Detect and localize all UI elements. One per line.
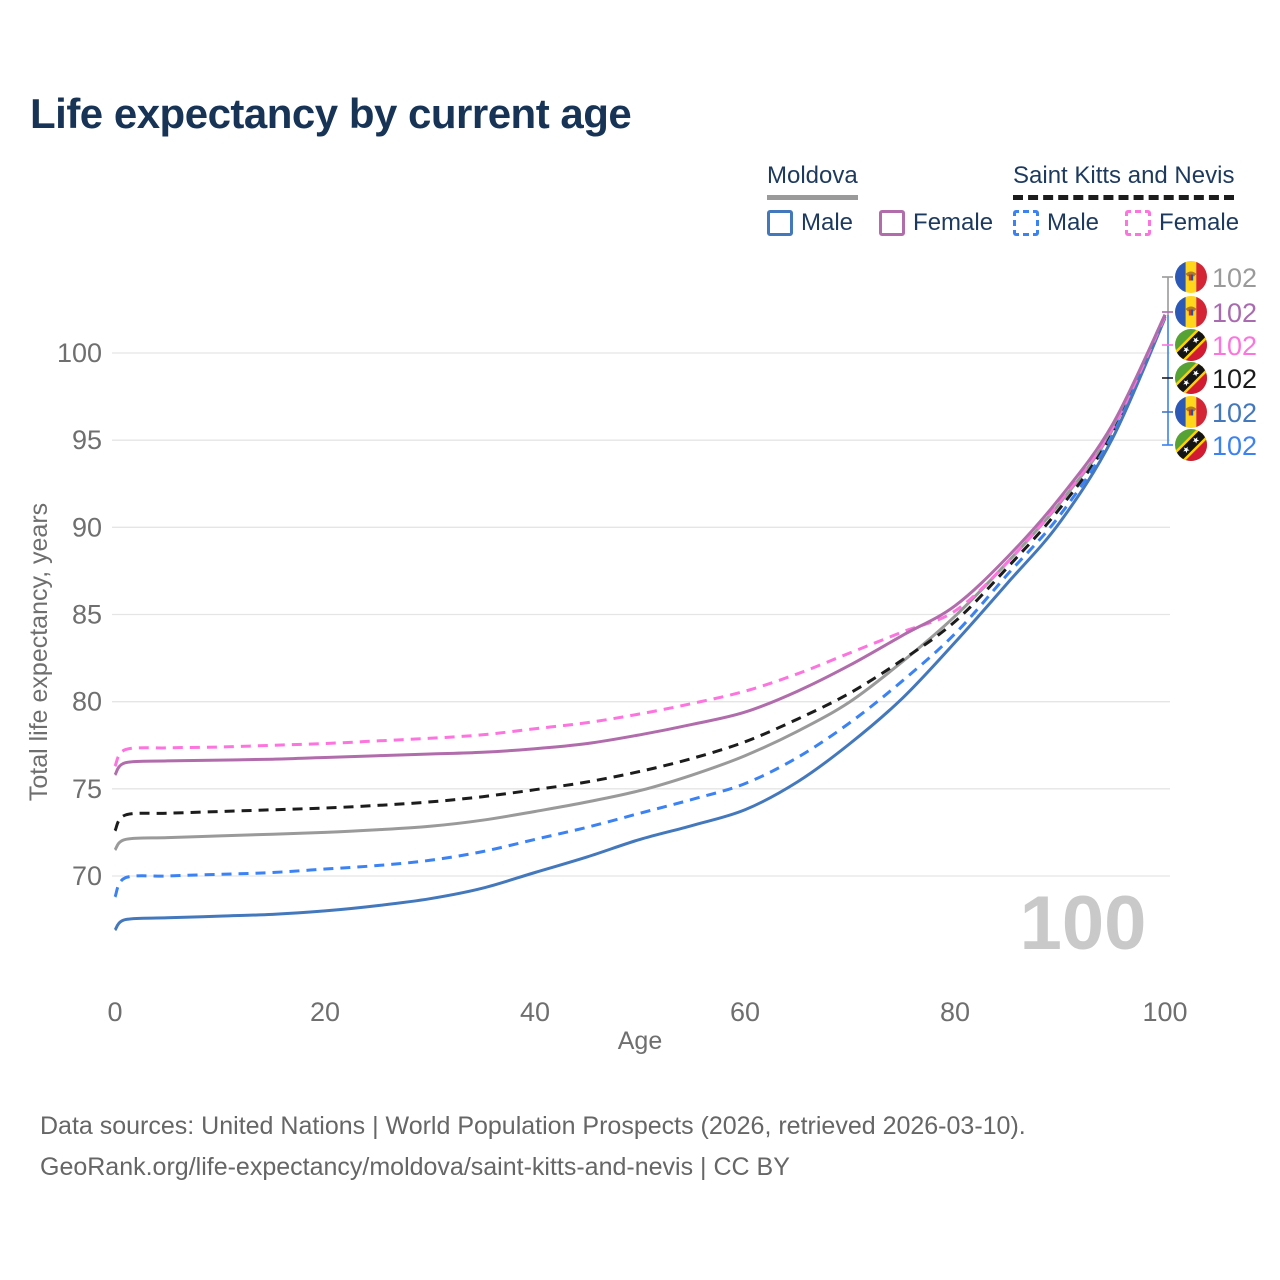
series-line-saint-kitts-male[interactable] — [113, 315, 1167, 898]
end-label-value: 102 — [1212, 398, 1257, 428]
x-tick-label: 0 — [107, 997, 122, 1027]
x-tick-label: 80 — [940, 997, 970, 1027]
y-tick-label: 75 — [72, 774, 102, 804]
y-tick-label: 70 — [72, 861, 102, 891]
legend-country-toggle[interactable]: Moldova — [767, 162, 858, 200]
checkbox-icon[interactable] — [879, 210, 906, 236]
end-label-value: 102 — [1212, 364, 1257, 394]
series-line-saint-kitts-female[interactable] — [113, 315, 1167, 768]
legend-country-toggle[interactable]: Saint Kitts and Nevis — [1013, 162, 1235, 200]
chart-legend: Moldova Male Female Saint Kitts and Nevis Ma… — [0, 0, 1280, 260]
legend-item-male[interactable]: Male — [767, 209, 853, 237]
footer-url-line: GeoRank.org/life-expectancy/moldova/sain… — [40, 1153, 790, 1181]
dashed-checkbox-icon[interactable] — [1013, 210, 1039, 236]
y-tick-label: 90 — [72, 512, 102, 542]
checkbox-icon[interactable] — [767, 210, 793, 236]
end-label-value: 102 — [1212, 331, 1257, 361]
legend-items-row: Male Female — [767, 209, 993, 237]
legend-item-label: Male — [1047, 209, 1100, 236]
moldova-flag-icon — [1175, 296, 1207, 328]
moldova-flag-icon — [1175, 396, 1207, 428]
saint-kitts-and-nevis-flag-icon — [1174, 428, 1208, 462]
x-tick-label: 60 — [730, 997, 760, 1027]
legend-item-male[interactable]: Male — [1013, 209, 1099, 237]
x-tick-label: 100 — [1142, 997, 1187, 1027]
legend-item-label: Male — [801, 209, 854, 236]
end-label-value: 102 — [1212, 263, 1257, 293]
footer-source-line: Data sources: United Nations | World Pop… — [40, 1112, 1026, 1140]
legend-items-row: Male Female — [1013, 209, 1239, 237]
moldova-flag-icon — [1175, 261, 1207, 293]
y-axis-title: Total life expectancy, years — [25, 503, 53, 801]
legend-item-female[interactable]: Female — [1125, 209, 1239, 237]
end-label-value: 102 — [1212, 431, 1257, 461]
y-tick-label: 85 — [72, 600, 102, 630]
y-tick-label: 80 — [72, 687, 102, 717]
dashed-checkbox-icon[interactable] — [1125, 210, 1152, 236]
legend-group-moldova: Moldova Male Female — [767, 162, 993, 237]
legend-item-label: Female — [1159, 209, 1240, 236]
legend-item-label: Female — [913, 209, 994, 236]
x-tick-label: 20 — [310, 997, 340, 1027]
series-line-saint-kitts-all[interactable] — [113, 315, 1167, 832]
y-tick-label: 100 — [57, 338, 102, 368]
saint-kitts-and-nevis-flag-icon — [1174, 361, 1208, 395]
x-tick-label: 40 — [520, 997, 550, 1027]
hover-age-watermark: 100 — [1020, 881, 1147, 966]
legend-group-saint-kitts-and-nevis: Saint Kitts and Nevis Male Female — [1013, 162, 1239, 237]
series-line-moldova-male[interactable] — [113, 317, 1167, 932]
page-title: Life expectancy by current age — [30, 90, 632, 137]
end-label-value: 102 — [1212, 298, 1257, 328]
series-line-moldova-female[interactable] — [113, 314, 1167, 776]
chart-footer: Data sources: United Nations | World Pop… — [40, 1106, 1026, 1188]
legend-item-female[interactable]: Female — [879, 209, 993, 237]
saint-kitts-and-nevis-flag-icon — [1174, 328, 1208, 362]
y-tick-label: 95 — [72, 425, 102, 455]
x-axis-title: Age — [618, 1027, 662, 1055]
